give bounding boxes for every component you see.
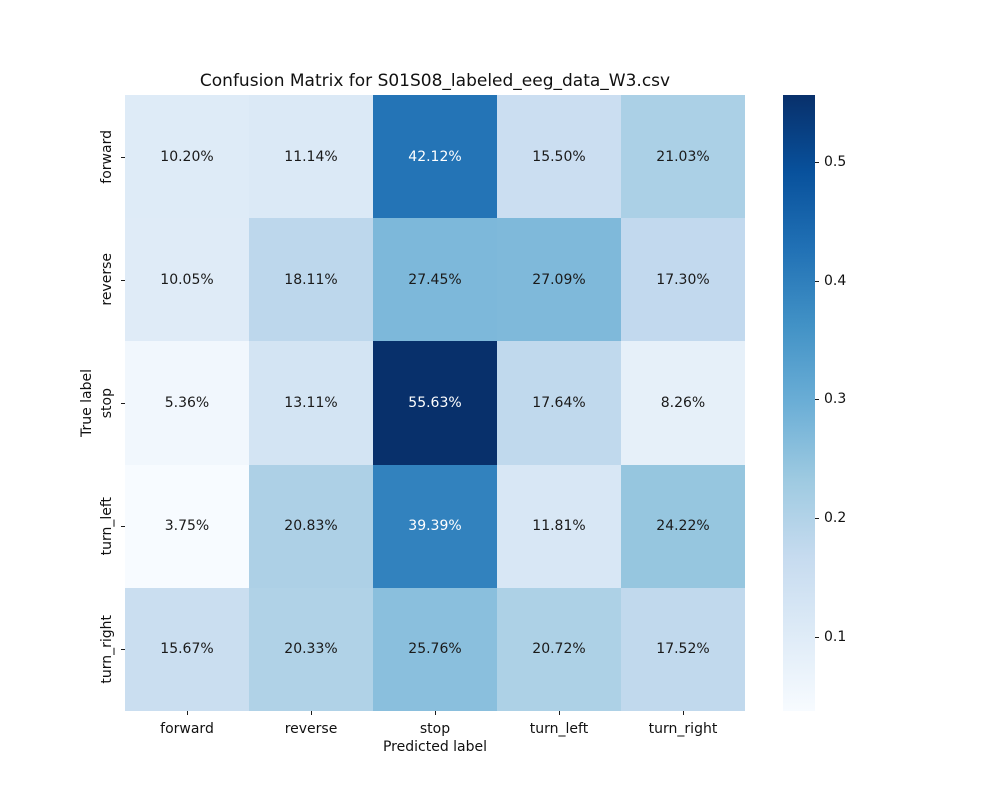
- cell-value: 5.36%: [164, 394, 210, 411]
- x-tick-label: turn_right: [648, 721, 718, 737]
- heatmap-cell: 17.30%: [621, 218, 745, 342]
- heatmap-cell: 20.72%: [497, 587, 621, 711]
- cell-value: 13.11%: [284, 394, 338, 411]
- cell-value: 55.63%: [408, 394, 462, 411]
- heatmap-grid: 10.20% 11.14% 42.12% 15.50% 21.03% 10.05% 18.1…: [125, 95, 745, 711]
- heatmap-cell: 17.64%: [497, 341, 621, 465]
- heatmap-cell: 8.26%: [621, 341, 745, 465]
- cell-value: 42.12%: [408, 148, 462, 165]
- cell-value: 24.22%: [656, 518, 710, 535]
- x-axis-label: Predicted label: [382, 739, 488, 755]
- colorbar-gradient: [783, 95, 815, 711]
- x-tick-label: reverse: [284, 721, 338, 737]
- cell-value: 27.45%: [408, 271, 462, 288]
- heatmap-cell: 24.22%: [621, 464, 745, 588]
- x-tick-mark: [311, 711, 312, 715]
- cell-value: 20.72%: [532, 641, 586, 658]
- y-tick-label-box: turn_left: [98, 465, 115, 588]
- colorbar-tick-mark: [815, 518, 819, 520]
- y-tick-label: turn_right: [98, 615, 115, 684]
- y-tick-label: stop: [98, 387, 115, 419]
- cell-value: 20.83%: [284, 518, 338, 535]
- colorbar-tick-label: 0.5: [824, 153, 847, 170]
- heatmap-cell: 10.05%: [125, 218, 249, 342]
- y-tick-label-box: forward: [98, 95, 115, 218]
- heatmap-cell: 11.81%: [497, 464, 621, 588]
- heatmap-cell: 13.11%: [249, 341, 373, 465]
- cell-value: 18.11%: [284, 271, 338, 288]
- heatmap-cell: 18.11%: [249, 218, 373, 342]
- y-tick-mark: [121, 156, 125, 158]
- colorbar-tick-label: 0.3: [824, 391, 847, 408]
- x-tick-label: turn_left: [529, 721, 589, 737]
- heatmap-cell: 20.33%: [249, 587, 373, 711]
- heatmap-cell: 15.50%: [497, 95, 621, 219]
- x-tick-mark: [559, 711, 560, 715]
- heatmap-cell: 11.14%: [249, 95, 373, 219]
- y-tick-mark: [121, 279, 125, 281]
- y-tick-label: turn_left: [98, 496, 115, 556]
- colorbar-tick-mark: [815, 280, 819, 282]
- x-tick-mark: [683, 711, 684, 715]
- cell-value: 11.14%: [284, 148, 338, 165]
- x-tick-label: stop: [419, 721, 451, 737]
- y-tick-label-box: stop: [98, 341, 115, 464]
- cell-value: 25.76%: [408, 641, 462, 658]
- cell-value: 8.26%: [660, 394, 706, 411]
- cell-value: 39.39%: [408, 518, 462, 535]
- heatmap-cell: 21.03%: [621, 95, 745, 219]
- y-tick-label: reverse: [98, 253, 115, 307]
- heatmap-cell: 3.75%: [125, 464, 249, 588]
- cell-value: 20.33%: [284, 641, 338, 658]
- cell-value: 11.81%: [532, 518, 586, 535]
- x-tick-mark: [187, 711, 188, 715]
- y-tick-label: forward: [98, 129, 115, 184]
- colorbar-tick-mark: [815, 161, 819, 163]
- heatmap-cell: 25.76%: [373, 587, 497, 711]
- y-axis-label: True label: [78, 368, 95, 438]
- cell-value: 17.52%: [656, 641, 710, 658]
- heatmap-cell: 5.36%: [125, 341, 249, 465]
- heatmap-cell: 39.39%: [373, 464, 497, 588]
- cell-value: 3.75%: [164, 518, 210, 535]
- y-tick-label-box: reverse: [98, 218, 115, 341]
- heatmap-cell: 27.09%: [497, 218, 621, 342]
- heatmap-cell: 42.12%: [373, 95, 497, 219]
- cell-value: 17.30%: [656, 271, 710, 288]
- y-tick-mark: [121, 649, 125, 651]
- heatmap-cell: 20.83%: [249, 464, 373, 588]
- colorbar-tick-label: 0.1: [824, 628, 847, 645]
- y-axis-label-box: True label: [78, 95, 95, 711]
- chart-title: Confusion Matrix for S01S08_labeled_eeg_…: [199, 71, 671, 91]
- x-tick-mark: [435, 711, 436, 715]
- cell-value: 15.67%: [160, 641, 214, 658]
- heatmap-cell: 17.52%: [621, 587, 745, 711]
- cell-value: 15.50%: [532, 148, 586, 165]
- colorbar-tick-mark: [815, 636, 819, 638]
- cell-value: 17.64%: [532, 394, 586, 411]
- cell-value: 10.05%: [160, 271, 214, 288]
- heatmap-cell: 55.63%: [373, 341, 497, 465]
- cell-value: 21.03%: [656, 148, 710, 165]
- heatmap-cell: 10.20%: [125, 95, 249, 219]
- colorbar-tick-mark: [815, 399, 819, 401]
- cell-value: 27.09%: [532, 271, 586, 288]
- y-tick-mark: [121, 403, 125, 404]
- y-tick-label-box: turn_right: [98, 588, 115, 711]
- colorbar-tick-label: 0.4: [824, 272, 847, 289]
- heatmap-cell: 15.67%: [125, 587, 249, 711]
- x-tick-label: forward: [160, 721, 214, 737]
- colorbar-tick-label: 0.2: [824, 510, 847, 527]
- y-tick-mark: [121, 526, 125, 528]
- heatmap-cell: 27.45%: [373, 218, 497, 342]
- cell-value: 10.20%: [160, 148, 214, 165]
